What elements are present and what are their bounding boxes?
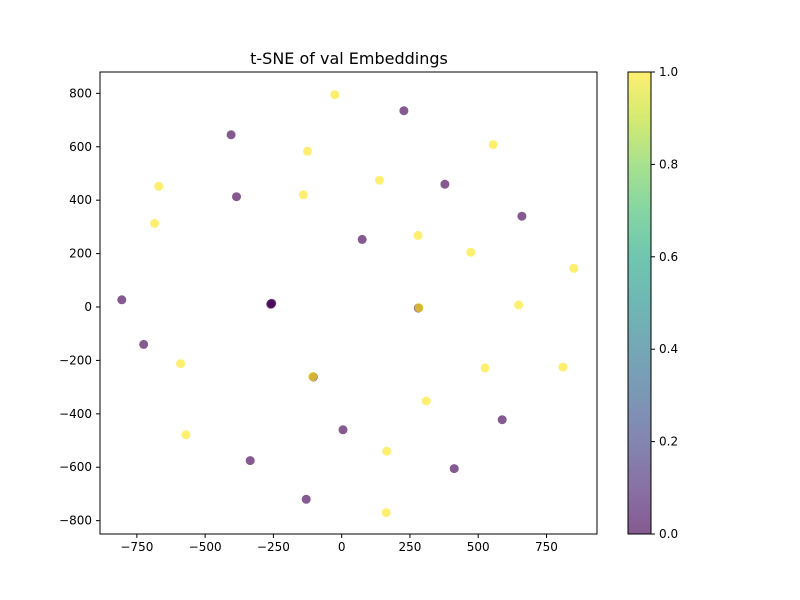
- colorbar-frame: [627, 71, 652, 535]
- plot-area: −750 −500 −250 0 250 500 750 −800 −600 −400 −200 0…: [59, 71, 598, 554]
- colorbar-tick-label: 0.4: [659, 342, 678, 356]
- scatter-point: [440, 179, 450, 189]
- colorbar-tick-label: 0.6: [659, 250, 678, 264]
- y-tick-label: 200: [69, 247, 92, 261]
- y-tick-label: 600: [69, 140, 92, 154]
- scatter-point: [466, 247, 476, 257]
- scatter-point: [176, 359, 186, 369]
- x-tick-label: 500: [467, 540, 490, 554]
- scatter-point: [266, 299, 276, 309]
- scatter-point: [338, 425, 348, 435]
- scatter-point: [226, 130, 236, 140]
- scatter-point: [303, 146, 312, 156]
- scatter-point: [449, 464, 459, 474]
- scatter-point: [488, 140, 498, 150]
- scatter-point: [139, 339, 149, 349]
- scatter-point: [558, 362, 568, 372]
- scatter-point: [413, 230, 423, 240]
- scatter-point: [421, 396, 431, 406]
- chart-title: t-SNE of val Embeddings: [250, 49, 448, 68]
- scatter-point: [232, 192, 241, 202]
- scatter-point: [308, 372, 318, 382]
- scatter-point: [497, 415, 507, 425]
- x-tick-label: −500: [189, 540, 222, 554]
- y-tick-label: 800: [69, 86, 92, 100]
- x-tick-label: −750: [120, 540, 153, 554]
- y-tick-label: −800: [59, 514, 92, 528]
- y-tick-label: −200: [59, 353, 92, 367]
- scatter-point: [301, 494, 311, 504]
- x-tick-label: 750: [535, 540, 558, 554]
- colorbar-tick-label: 0.2: [659, 435, 678, 449]
- colorbar-tick-label: 1.0: [659, 65, 678, 79]
- x-tick-label: 0: [338, 540, 346, 554]
- colorbar-tick-label: 0.8: [659, 157, 678, 171]
- colorbar-ticks: 0.0 0.2 0.4 0.6 0.8 1.0: [651, 65, 678, 541]
- x-axis: −750 −500 −250 0 250 500 750: [120, 534, 558, 554]
- scatter-point: [517, 211, 527, 221]
- scatter-point: [298, 190, 308, 200]
- scatter-point: [382, 446, 392, 456]
- scatter-point: [480, 363, 490, 373]
- axes-frame: [99, 71, 598, 535]
- scatter-point: [330, 90, 340, 100]
- colorbar-tick-label: 0.0: [659, 527, 678, 541]
- scatter-point: [569, 263, 579, 273]
- colorbar-gradient: [628, 72, 651, 534]
- points-layer: [117, 90, 579, 518]
- x-tick-label: −250: [257, 540, 290, 554]
- scatter-point: [374, 175, 384, 185]
- scatter-point: [150, 218, 160, 228]
- scatter-point: [414, 303, 424, 313]
- scatter-point: [381, 508, 391, 518]
- scatter-point: [514, 300, 524, 310]
- y-tick-label: 400: [69, 193, 92, 207]
- y-tick-label: −600: [59, 460, 92, 474]
- scatter-point: [245, 456, 255, 466]
- scatter-point: [357, 234, 367, 244]
- scatter-point: [154, 181, 164, 191]
- y-tick-label: 0: [84, 300, 92, 314]
- scatter-point: [117, 295, 127, 305]
- x-tick-label: 250: [398, 540, 421, 554]
- scatter-point: [181, 430, 191, 440]
- y-tick-label: −400: [59, 407, 92, 421]
- y-axis: −800 −600 −400 −200 0 200 400 600 800: [59, 86, 100, 528]
- scatter-point: [399, 106, 409, 116]
- colorbar: 0.0 0.2 0.4 0.6 0.8 1.0: [627, 65, 678, 541]
